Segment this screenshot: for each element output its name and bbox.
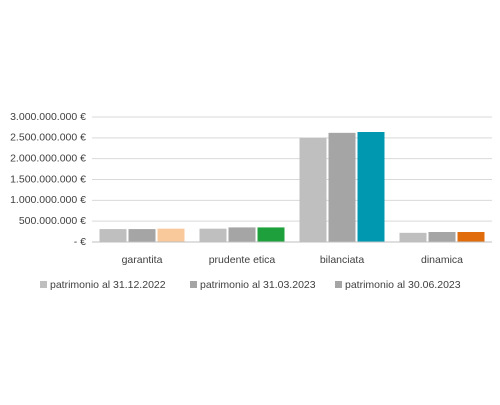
y-tick-label: 500.000.000 € [19,215,86,227]
legend-label: patrimonio al 31.03.2023 [200,279,316,291]
bar [399,232,427,242]
y-tick-label: - € [74,236,86,248]
bar [457,232,485,242]
bar [228,227,256,242]
bar [428,232,456,242]
legend-label: patrimonio al 30.06.2023 [345,279,461,291]
bar [299,137,327,242]
x-tick-label: bilanciata [320,254,365,266]
y-tick-label: 3.000.000.000 € [10,111,86,123]
bar [128,229,156,242]
bar [199,228,227,242]
bar [257,227,285,242]
x-tick-label: dinamica [421,254,463,266]
y-tick-label: 2.500.000.000 € [10,132,86,144]
legend-swatch [190,281,197,288]
x-tick-label: prudente etica [209,254,276,266]
bar [99,229,127,242]
y-tick-label: 2.000.000.000 € [10,152,86,164]
bar [157,228,185,242]
bar [328,132,356,242]
legend-label: patrimonio al 31.12.2022 [50,279,166,291]
y-tick-label: 1.000.000.000 € [10,194,86,206]
bar [357,132,385,242]
x-tick-label: garantita [122,254,163,266]
legend-swatch [335,281,342,288]
legend-swatch [40,281,47,288]
y-tick-label: 1.500.000.000 € [10,173,86,185]
